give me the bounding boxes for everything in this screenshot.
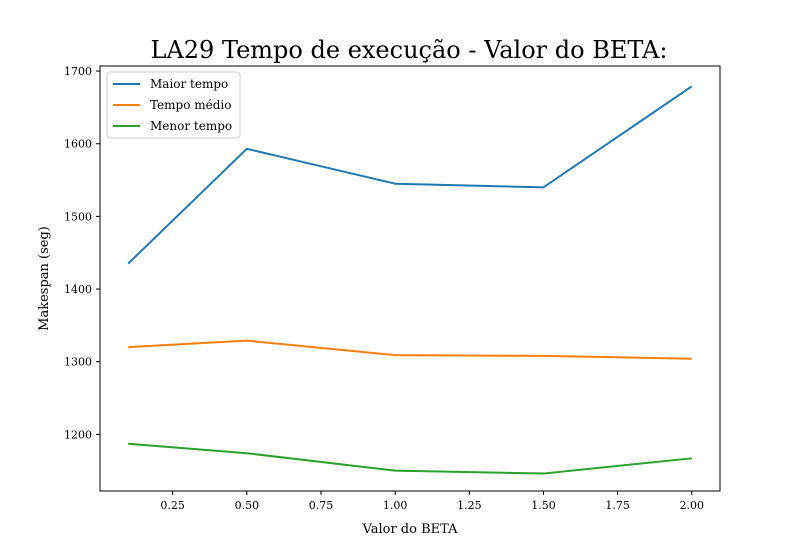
legend-label-tempo-medio: Tempo médio xyxy=(150,98,232,112)
y-axis-label: Makespan (seg) xyxy=(37,226,52,331)
y-tick-label: 1600 xyxy=(64,138,92,151)
y-tick-label: 1500 xyxy=(64,210,92,223)
y-tick-label: 1700 xyxy=(64,65,92,78)
x-axis: 0.25 0.50 0.75 1.00 1.25 1.50 1.75 2.00 xyxy=(160,491,704,512)
x-tick-label: 1.00 xyxy=(383,499,408,512)
x-tick-label: 1.50 xyxy=(531,499,556,512)
series-lines xyxy=(127,85,693,475)
x-tick-label: 1.25 xyxy=(457,499,482,512)
y-tick-label: 1400 xyxy=(64,283,92,296)
x-tick-label: 0.25 xyxy=(160,499,185,512)
chart-title: LA29 Tempo de execução - Valor do BETA: xyxy=(151,36,668,64)
legend-label-maior-tempo: Maior tempo xyxy=(150,77,228,91)
x-tick-label: 1.75 xyxy=(605,499,630,512)
x-tick-label: 0.75 xyxy=(309,499,334,512)
x-tick-label: 0.50 xyxy=(235,499,260,512)
y-tick-label: 1300 xyxy=(64,356,92,369)
legend-box xyxy=(106,71,241,139)
legend: Maior tempo Tempo médio Menor tempo xyxy=(106,71,241,139)
x-tick-label: 2.00 xyxy=(680,499,705,512)
x-axis-label: Valor do BETA xyxy=(362,522,459,537)
y-tick-label: 1200 xyxy=(64,428,92,441)
y-axis: 1200 1300 1400 1500 1600 1700 xyxy=(64,65,100,441)
legend-label-menor-tempo: Menor tempo xyxy=(150,119,232,133)
